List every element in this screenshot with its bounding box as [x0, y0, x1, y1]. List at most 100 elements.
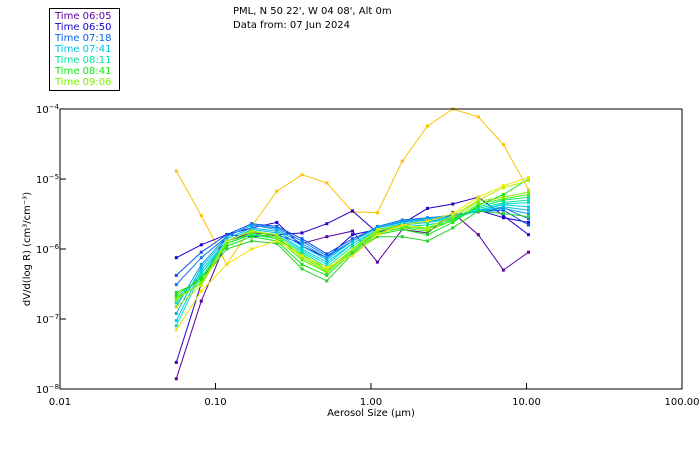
y-tick-exponent: −7 — [49, 313, 59, 321]
legend-item: Time 07:41 — [55, 44, 112, 55]
data-point — [300, 237, 304, 241]
data-point — [174, 169, 178, 173]
data-point — [275, 237, 279, 241]
data-point — [275, 220, 279, 224]
legend-item: Time 06:05 — [55, 11, 112, 22]
data-point — [451, 226, 455, 230]
data-point — [325, 222, 329, 226]
legend-item: Time 08:41 — [55, 66, 112, 77]
data-point — [426, 231, 429, 235]
data-point — [527, 250, 530, 254]
data-point — [426, 206, 429, 210]
data-point — [375, 260, 379, 264]
data-point — [501, 186, 505, 190]
y-tick-label: 10−8 — [36, 383, 59, 396]
y-tick-label: 10−5 — [36, 173, 59, 186]
data-point — [426, 233, 429, 237]
x-tick-label: 0.01 — [49, 397, 71, 408]
data-point — [527, 217, 530, 221]
data-point — [426, 124, 429, 128]
data-point — [351, 237, 354, 241]
data-point — [325, 260, 329, 264]
data-point — [174, 360, 178, 364]
data-point — [174, 298, 178, 301]
data-point — [250, 226, 254, 230]
data-point — [325, 265, 329, 269]
data-point — [351, 247, 354, 251]
tick-layer: 0.01 0.10 1.00 10.00 100.0010−410−510−610−71… — [36, 103, 700, 408]
legend-item: Time 09:06 — [55, 77, 112, 88]
data-point — [300, 239, 304, 243]
data-point — [351, 250, 354, 254]
data-point — [199, 281, 203, 285]
data-point — [476, 195, 480, 199]
series-s3 — [174, 195, 530, 364]
data-point — [174, 301, 178, 305]
x-tick-label: 10.00 — [512, 397, 541, 408]
data-point — [225, 233, 229, 237]
data-point — [476, 115, 480, 119]
plot-frame — [59, 108, 683, 390]
data-point — [174, 305, 178, 309]
data-point — [325, 235, 329, 239]
data-point — [325, 181, 329, 185]
data-point — [527, 193, 530, 196]
data-point — [199, 263, 203, 266]
y-tick-base: 10 — [36, 175, 49, 186]
data-point — [199, 299, 203, 303]
data-point — [225, 244, 229, 248]
data-point — [400, 228, 404, 231]
data-point — [199, 289, 203, 293]
data-point — [451, 220, 455, 224]
date-header: Data from: 07 Jun 2024 — [233, 20, 351, 31]
data-point — [351, 242, 354, 245]
data-point — [451, 202, 455, 206]
data-point — [375, 229, 379, 233]
y-tick-base: 10 — [36, 245, 49, 256]
data-point — [527, 205, 530, 209]
data-point — [174, 293, 178, 297]
series-s8 — [174, 205, 530, 315]
legend-item: Time 06:50 — [55, 22, 112, 33]
data-point — [375, 231, 379, 235]
data-point — [527, 212, 530, 216]
data-point — [199, 271, 203, 275]
y-tick-label: 10−4 — [36, 103, 60, 116]
data-point — [426, 239, 429, 243]
data-point — [199, 276, 203, 280]
data-point — [275, 231, 279, 235]
data-point — [325, 258, 329, 262]
data-point — [501, 216, 505, 220]
data-point — [275, 228, 279, 231]
data-point — [501, 214, 505, 218]
data-point — [250, 228, 254, 231]
data-point — [351, 229, 354, 233]
data-point — [476, 209, 480, 213]
data-point — [451, 216, 455, 220]
legend-item: Time 07:18 — [55, 33, 112, 44]
data-point — [225, 235, 229, 239]
data-point — [174, 256, 178, 260]
data-point — [275, 189, 279, 193]
series-line — [176, 178, 529, 296]
data-point — [400, 235, 404, 239]
data-point — [501, 208, 505, 212]
data-point — [527, 176, 530, 179]
x-tick-label: 100.00 — [665, 397, 700, 408]
data-point — [275, 226, 279, 230]
data-point — [300, 263, 304, 266]
data-point — [300, 231, 304, 235]
data-point — [351, 252, 354, 256]
y-tick-base: 10 — [36, 315, 49, 326]
data-point — [426, 219, 429, 223]
data-point — [527, 190, 530, 194]
data-point — [225, 237, 229, 241]
series-s14 — [174, 209, 530, 294]
legend-item: Time 08:11 — [55, 55, 112, 66]
data-point — [174, 319, 178, 323]
series-s18 — [174, 176, 530, 332]
data-point — [300, 267, 304, 271]
data-point — [351, 249, 354, 253]
data-point — [501, 201, 505, 205]
